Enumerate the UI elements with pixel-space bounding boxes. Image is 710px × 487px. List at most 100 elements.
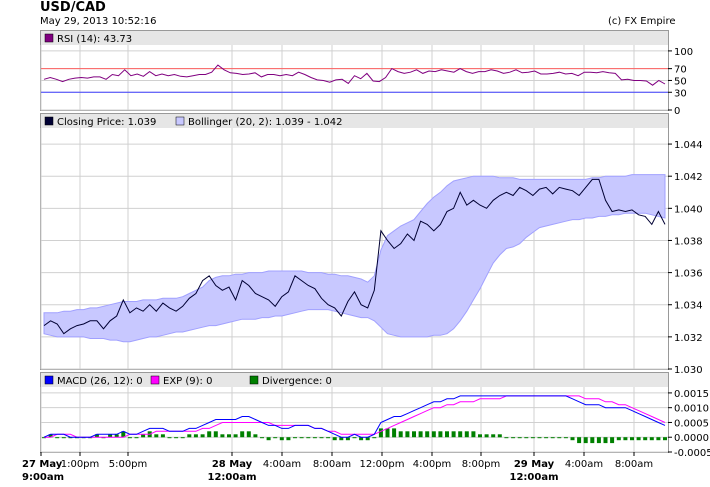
price-series — [43, 174, 666, 343]
x-tick-label-4: 4:00am — [263, 459, 301, 470]
divergence-bar — [108, 434, 113, 438]
divergence-bar — [359, 437, 364, 441]
divergence-bar — [583, 437, 588, 444]
divergence-bar — [491, 434, 496, 438]
divergence-bar — [438, 431, 443, 438]
price-panel: 1.030 1.032 1.034 1.036 1.038 1.040 1.042 1.044… — [40, 113, 703, 376]
divergence-bar — [293, 437, 297, 439]
divergence-bar — [345, 437, 350, 441]
rsi-ytick-label-4: 100 — [674, 47, 693, 58]
macd-y-axis: -0.0005 0.0000 0.0005 0.0010 0.0015 — [668, 389, 710, 459]
divergence-bar — [273, 437, 278, 439]
divergence-bar — [458, 431, 463, 438]
divergence-bar — [623, 437, 628, 441]
divergence-bar — [127, 437, 132, 439]
rsi-legend-bar — [41, 31, 668, 45]
price-ytick-label-1: 1.032 — [674, 333, 703, 344]
x-tick-label-6: 12:00pm — [360, 459, 405, 470]
divergence-bar — [643, 437, 648, 441]
divergence-bar — [240, 431, 245, 438]
rsi-line — [43, 64, 666, 86]
divergence-bar — [154, 434, 159, 438]
divergence-bar — [497, 434, 502, 438]
divergence-bar — [339, 437, 344, 441]
macd-line — [43, 395, 666, 438]
macd-series — [42, 395, 667, 444]
macd-ytick-label-0: -0.0005 — [674, 448, 710, 459]
divergence-bar — [471, 431, 476, 438]
x-tick-sublabel-0: 9:00am — [22, 472, 64, 483]
divergence-bar — [253, 434, 258, 438]
divergence-bar — [550, 437, 555, 439]
divergence-bar — [570, 437, 575, 441]
price-legend-bar — [41, 114, 668, 128]
x-tick-sublabel-9: 12:00am — [510, 472, 559, 483]
divergence-bar — [630, 437, 634, 441]
x-tick-label-5: 8:00am — [313, 459, 351, 470]
x-tick-label-7: 4:00pm — [413, 459, 452, 470]
price-ytick-label-3: 1.036 — [674, 269, 703, 280]
divergence-bar — [266, 437, 271, 441]
divergence-bar — [557, 437, 562, 439]
divergence-bar — [517, 437, 522, 439]
bollinger-legend-label: Bollinger (20, 2): 1.039 - 1.042 — [188, 117, 342, 128]
price-ytick-label-0: 1.030 — [674, 365, 703, 376]
divergence-bar — [385, 428, 390, 438]
divergence-bar — [590, 437, 595, 444]
chart-title: USD/CAD — [40, 0, 106, 15]
divergence-bar — [200, 434, 205, 438]
divergence-bar — [174, 437, 179, 439]
price-ytick-label-7: 1.044 — [674, 140, 703, 151]
divergence-bar — [326, 437, 331, 439]
rsi-ytick-label-0: 0 — [674, 106, 680, 117]
divergence-bar — [306, 437, 311, 439]
divergence-bar — [616, 437, 621, 441]
divergence-bar — [577, 437, 582, 444]
divergence-bar — [484, 434, 489, 438]
macd-legend-bar — [41, 373, 668, 387]
divergence-bar — [246, 431, 251, 438]
price-ytick-label-4: 1.038 — [674, 236, 703, 247]
divergence-bar — [464, 431, 469, 438]
rsi-ytick-label-3: 70 — [674, 65, 687, 76]
divergence-bar — [378, 428, 383, 438]
divergence-bar — [227, 434, 231, 438]
divergence-bar — [114, 434, 119, 438]
closing-price-legend-label: Closing Price: 1.039 — [57, 117, 156, 128]
divergence-bar — [61, 437, 66, 439]
divergence-bar — [544, 437, 549, 439]
rsi-ytick-label-2: 50 — [674, 76, 687, 87]
divergence-bar — [187, 434, 192, 438]
macd-panel: -0.0005 0.0000 0.0005 0.0010 0.0015 MACD (26… — [40, 372, 710, 459]
divergence-bar — [596, 437, 601, 444]
x-tick-label-0: 27 May — [22, 459, 63, 470]
copyright-text: (c) FX Empire — [608, 16, 676, 27]
divergence-bar — [312, 437, 317, 439]
bollinger-band — [43, 174, 666, 343]
divergence-bar — [392, 428, 397, 438]
divergence-bar — [233, 434, 238, 438]
divergence-bar — [48, 434, 53, 438]
divergence-bar — [445, 431, 449, 438]
rsi-series — [41, 64, 668, 93]
divergence-bar — [478, 434, 482, 438]
x-tick-label-3: 28 May — [212, 459, 253, 470]
divergence-bar — [636, 437, 641, 441]
divergence-bar — [610, 437, 615, 444]
divergence-bar — [656, 437, 661, 441]
divergence-bar — [412, 431, 416, 438]
divergence-bar — [167, 437, 172, 439]
closing-price-line — [43, 178, 666, 335]
macd-legend-label: MACD (26, 12): 0 — [57, 376, 143, 387]
divergence-bar — [524, 437, 529, 439]
rsi-legend-label: RSI (14): 43.73 — [57, 34, 132, 45]
divergence-bar — [141, 434, 146, 438]
divergence-bar — [299, 437, 304, 439]
price-ytick-label-5: 1.040 — [674, 204, 703, 215]
macd-grid — [40, 387, 668, 453]
divergence-bar — [451, 431, 456, 438]
divergence-bar — [180, 437, 185, 439]
